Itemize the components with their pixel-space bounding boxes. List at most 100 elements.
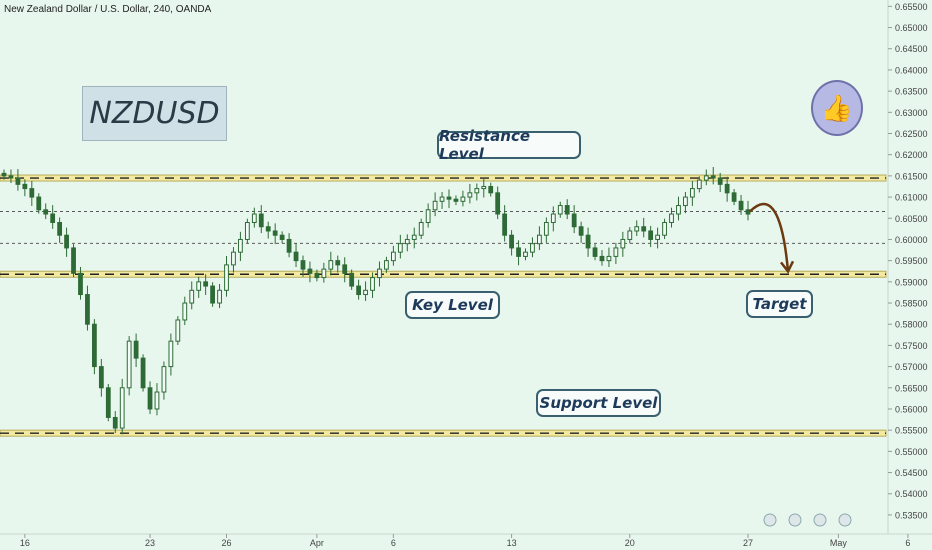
candle-body: [314, 272, 320, 279]
candle-body: [467, 192, 473, 198]
candle-body: [550, 213, 556, 223]
candle-body: [349, 272, 355, 287]
candle-body: [175, 319, 181, 342]
candle-body: [592, 247, 598, 257]
candle-body: [356, 285, 362, 296]
candle-body: [161, 366, 167, 393]
candle-body: [571, 213, 577, 228]
y-tick-label: 0.58500: [895, 299, 928, 309]
candle-body: [585, 234, 591, 249]
candle-body: [98, 366, 104, 389]
candle-body: [683, 196, 688, 207]
candle-body: [710, 175, 716, 179]
y-tick-label: 0.63000: [895, 108, 928, 118]
candle-body: [613, 247, 619, 257]
candle-body: [599, 255, 605, 262]
y-tick-label: 0.60500: [895, 214, 928, 224]
candle-body: [390, 251, 396, 262]
candle-body: [738, 200, 744, 211]
candle-body: [272, 230, 278, 236]
candle-body: [105, 387, 111, 418]
y-tick-label: 0.55000: [895, 447, 928, 457]
candle-body: [265, 226, 271, 232]
candle-body: [154, 391, 160, 410]
y-tick-label: 0.54500: [895, 468, 928, 478]
candle-body: [8, 175, 14, 179]
y-tick-label: 0.65500: [895, 2, 928, 12]
y-tick-label: 0.60000: [895, 235, 928, 245]
y-tick-label: 0.64000: [895, 65, 928, 75]
candle-body: [238, 238, 243, 253]
candle-body: [488, 185, 494, 194]
thumbs-up-glyph: 👍: [820, 92, 854, 123]
candle-body: [231, 251, 236, 266]
projection-arrowhead: [780, 260, 795, 274]
candle-body: [425, 209, 431, 224]
candle-body: [662, 222, 667, 236]
y-tick-label: 0.54000: [895, 489, 928, 499]
candle-body: [523, 251, 528, 257]
x-tick-label: 27: [743, 538, 753, 548]
key-level-callout: Key Level: [405, 291, 500, 319]
candle-body: [676, 205, 681, 215]
candle-body: [112, 416, 118, 429]
candle-body: [210, 285, 215, 304]
candle-body: [404, 238, 410, 245]
zones-layer: [0, 174, 887, 437]
candle-body: [495, 192, 501, 215]
candle-body: [15, 177, 21, 185]
candle-body: [147, 387, 153, 410]
projection-layer: [749, 202, 795, 274]
candle-body: [57, 222, 63, 236]
candle-body: [655, 234, 661, 240]
candle-body: [224, 264, 229, 291]
candle-body: [78, 272, 83, 296]
candle-body: [384, 260, 389, 270]
y-tick-label: 0.55500: [895, 426, 928, 436]
resistance-level-callout: Resistance Level: [437, 127, 581, 163]
candle-body: [342, 264, 348, 274]
y-tick-label: 0.61500: [895, 171, 928, 181]
candle-body: [140, 357, 146, 389]
candle-body: [217, 289, 222, 304]
candle-body: [22, 183, 28, 190]
candle-body: [502, 213, 508, 236]
candle-body: [321, 268, 327, 279]
candle-body: [300, 260, 306, 270]
x-tick-label: 16: [20, 538, 30, 548]
candle-body: [91, 323, 97, 368]
candle-body: [627, 230, 633, 240]
target-callout: Target: [746, 290, 813, 318]
dashed-levels-layer: [0, 211, 886, 244]
candle-body: [530, 243, 535, 253]
candle-body: [189, 289, 195, 304]
candle-body: [168, 340, 174, 368]
candle-body: [641, 226, 647, 232]
candle-body: [411, 234, 417, 240]
y-tick-label: 0.62000: [895, 150, 928, 160]
x-tick-label: 20: [625, 538, 635, 548]
candle-body: [29, 188, 35, 198]
candle-body: [363, 289, 368, 296]
support-level-callout: Support Level: [536, 389, 661, 417]
event-marker-icon: [813, 513, 827, 527]
candle-body: [669, 213, 674, 223]
y-tick-label: 0.64500: [895, 44, 928, 54]
candle-body: [335, 260, 341, 266]
candle-body: [703, 175, 709, 181]
y-tick-label: 0.53500: [895, 510, 928, 520]
candle-body: [258, 213, 264, 228]
y-tick-label: 0.65000: [895, 23, 928, 33]
candle-body: [196, 281, 202, 291]
candle-body: [370, 277, 375, 291]
candles-layer: [1, 166, 751, 435]
y-tick-label: 0.62500: [895, 129, 928, 139]
y-tick-label: 0.59500: [895, 256, 928, 266]
candle-body: [516, 247, 521, 257]
y-tick-label: 0.58000: [895, 320, 928, 330]
thumbs-up-icon[interactable]: 👍: [811, 80, 863, 136]
candle-body: [620, 238, 626, 249]
projection-arrow: [749, 202, 790, 272]
